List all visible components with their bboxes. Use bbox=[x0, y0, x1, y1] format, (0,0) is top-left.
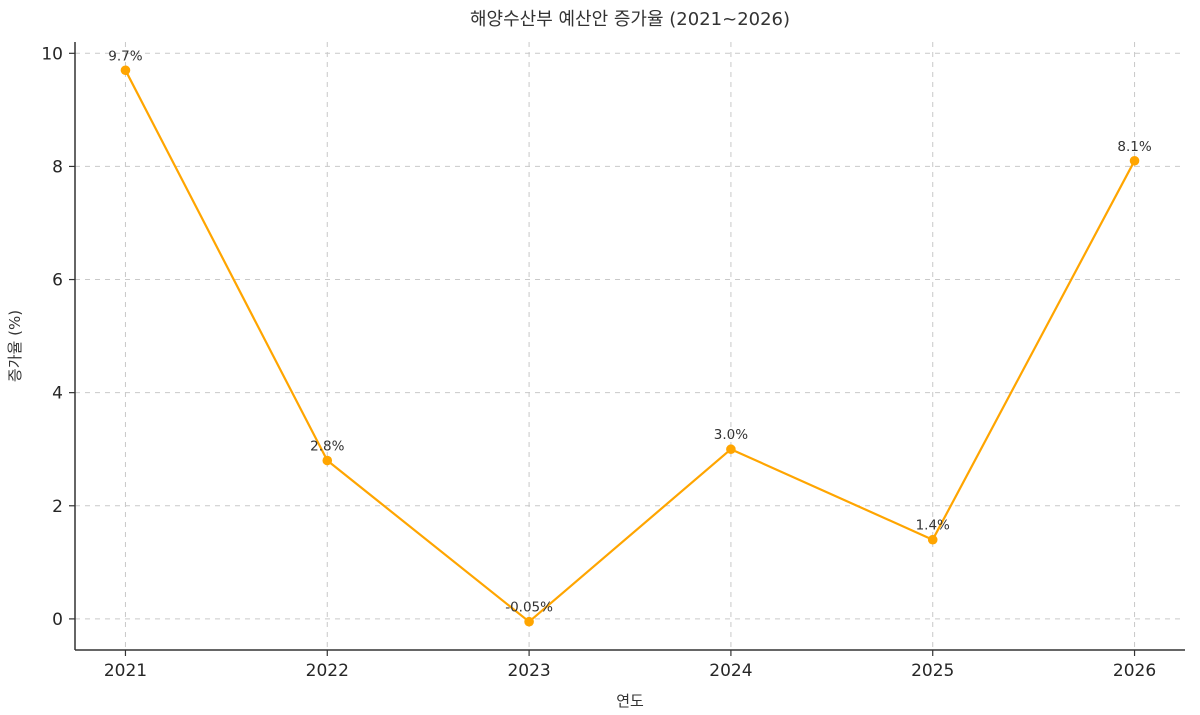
x-tick-label: 2025 bbox=[911, 661, 954, 681]
y-tick-label: 8 bbox=[52, 157, 63, 177]
data-point-label: 3.0% bbox=[714, 427, 748, 443]
data-point-marker bbox=[1129, 155, 1140, 166]
data-point-marker bbox=[726, 444, 736, 455]
grid-layer bbox=[75, 42, 1185, 650]
data-point-label: 2.8% bbox=[310, 439, 344, 455]
y-tick-label: 0 bbox=[52, 610, 63, 630]
data-point-marker bbox=[927, 534, 938, 545]
data-point-marker bbox=[120, 65, 131, 76]
y-tick-label: 10 bbox=[41, 44, 63, 64]
data-labels-layer: 9.7% 2.8% -0.05% 3.0% 1.4% 8.1% bbox=[108, 48, 1152, 615]
x-tick-label: 2022 bbox=[306, 661, 349, 681]
x-tick-label: 2026 bbox=[1113, 661, 1156, 681]
data-point-label: 9.7% bbox=[108, 48, 142, 64]
series-line bbox=[124, 69, 1136, 623]
y-axis-label: 증가율 (%) bbox=[6, 310, 24, 382]
x-tick-label: 2024 bbox=[709, 661, 752, 681]
y-tick-label: 2 bbox=[52, 497, 63, 517]
data-point-label: 8.1% bbox=[1117, 139, 1151, 155]
x-tick-label: 2021 bbox=[104, 661, 147, 681]
data-point-marker bbox=[524, 616, 534, 627]
y-tick-label: 4 bbox=[52, 384, 63, 404]
x-tick-label: 2023 bbox=[507, 661, 550, 681]
series-layer bbox=[120, 65, 1140, 627]
data-point-label: 1.4% bbox=[916, 518, 950, 534]
data-point-marker bbox=[322, 455, 333, 466]
data-point-label: -0.05% bbox=[505, 600, 553, 616]
y-tick-label: 6 bbox=[52, 271, 63, 291]
chart-title: 해양수산부 예산안 증가율 (2021~2026) bbox=[470, 9, 790, 30]
x-axis-label: 연도 bbox=[616, 692, 644, 710]
axes-layer: 0 2 4 6 8 10 2021 2022 2023 2024 2025 2026 bbox=[41, 42, 1185, 681]
